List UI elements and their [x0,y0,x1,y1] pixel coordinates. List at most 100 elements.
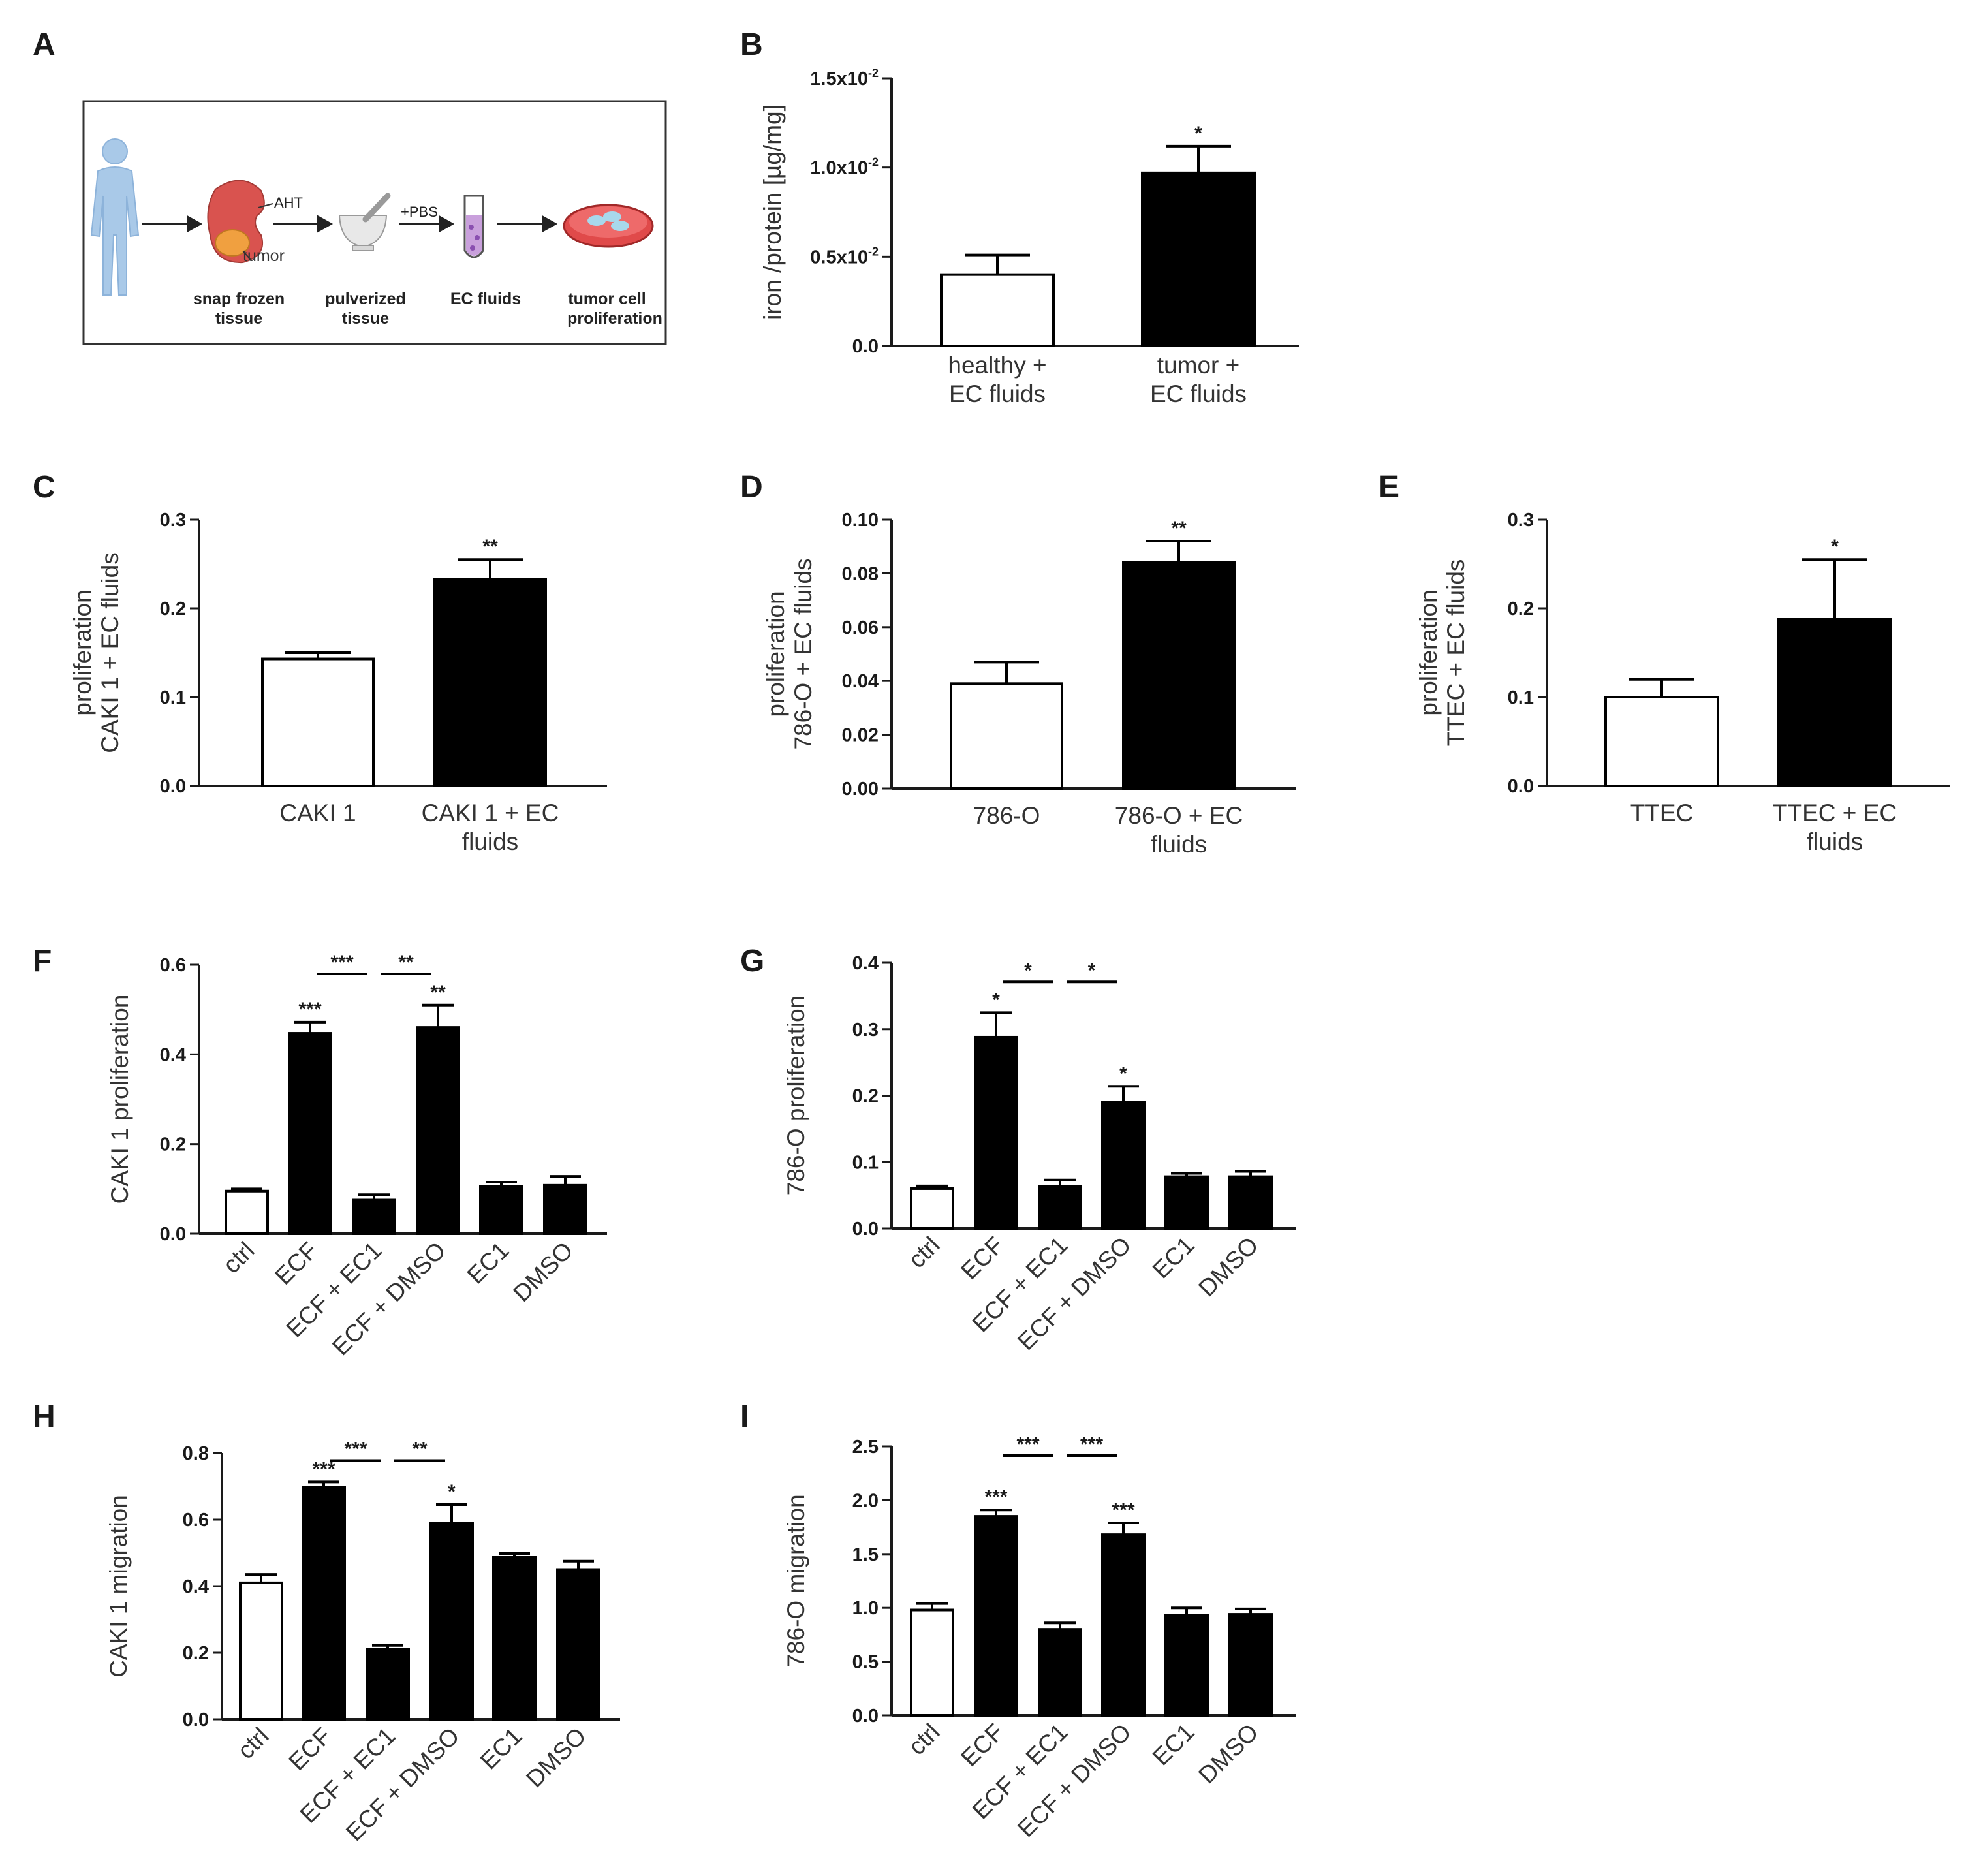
category-label-e: TTEC [1630,800,1694,826]
category-label-line: healthy + [948,352,1046,379]
chart-f: 0.0 0.2 0.4 0.6 CAKI 1 proliferation ctrl *** E… [106,952,607,1360]
y-tick-label-b: 0.0 [852,336,879,357]
y-tick-label-i: 1.5 [852,1544,879,1565]
bar-d [1122,561,1236,790]
bar-i [1164,1614,1209,1717]
y-tick-label-g: 0.2 [852,1086,879,1107]
comparison-significance-g: * [1024,960,1032,981]
category-label-line: EC fluids [949,381,1046,407]
bar-h [302,1486,346,1721]
y-tick-label-d: 0.02 [842,725,879,746]
significance-b: * [1194,123,1202,144]
y-axis-label-d: proliferation786-O + EC fluids [762,558,817,749]
bar-e [1604,696,1719,787]
bar-b [1141,171,1256,347]
bar-c [433,578,547,787]
category-label-line: fluids [1807,828,1863,855]
annot-pbs: +PBS [401,204,438,220]
category-label-e: TTEC + EC fluids [1773,800,1897,855]
category-label-i: ctrl [903,1719,945,1760]
annot-tumor: tumor [243,247,285,265]
y-tick-label-i: 0.0 [852,1706,879,1727]
y-tick-label-c: 0.2 [160,599,186,619]
category-label-line: CAKI 1 [279,800,356,826]
category-label-i: ECF + DMSO [1012,1719,1136,1843]
category-label-line: fluids [462,828,518,855]
chart-i: 0.0 0.5 1.0 1.5 2.0 2.5 786-O migration ctrl ***… [783,1433,1296,1842]
y-tick-label-b: 1.5x10-2 [810,67,879,89]
category-label-c: CAKI 1 + EC fluids [422,800,559,855]
comparison-significance-i: *** [1080,1433,1103,1455]
y-axis-label-line: proliferation [762,591,789,717]
bar-h [429,1522,474,1721]
y-axis-label-line: 786-O proliferation [783,995,809,1195]
step-label-1b: tissue [215,309,262,328]
y-axis-label-line: TTEC + EC fluids [1442,559,1469,747]
y-tick-label-h: 0.2 [183,1643,209,1664]
y-tick-exponent: -2 [868,67,879,80]
bar-g [910,1187,954,1230]
significance-e: * [1831,536,1839,557]
y-tick-label-g: 0.3 [852,1020,879,1040]
significance-f: *** [298,999,321,1020]
comparison-significance-f: *** [330,952,353,973]
y-tick-label-e: 0.0 [1508,776,1534,797]
bar-i [1101,1533,1146,1717]
bar-f [416,1026,460,1235]
y-tick-label-f: 0.2 [160,1134,186,1155]
panel-label-h: H [33,1399,55,1434]
human-figure-icon [90,138,140,296]
category-label-f: ECF [270,1237,322,1290]
category-label-h: ECF [283,1723,336,1775]
y-tick-label-c: 0.0 [160,776,186,797]
y-tick-label-h: 0.6 [183,1510,209,1531]
bar-g [1164,1175,1209,1230]
bar-b [940,273,1055,347]
y-axis-label-g: 786-O proliferation [783,995,809,1195]
y-tick-label-g: 0.4 [852,953,879,974]
y-axis-label-f: CAKI 1 proliferation [106,995,133,1204]
y-axis-label-line: CAKI 1 proliferation [106,995,133,1204]
significance-h: * [448,1481,456,1503]
panel-label-b: B [740,27,763,62]
chart-d: 0.000.020.040.060.080.10proliferation786… [762,510,1296,858]
category-label-line: EC fluids [1150,381,1247,407]
bar-f [352,1198,396,1235]
y-axis-label-h: CAKI 1 migration [105,1495,132,1678]
category-label-line: 786-O [973,802,1040,829]
y-axis-label-c: proliferationCAKI 1 + EC fluids [69,552,123,753]
y-tick-label-c: 0.1 [160,687,186,708]
y-tick-label-c: 0.3 [160,510,186,531]
step-label-4b: proliferation [567,309,662,328]
y-tick-label-d: 0.04 [842,671,879,692]
category-label-f: EC1 [462,1237,514,1289]
category-label-g: EC1 [1147,1232,1200,1284]
y-tick-label-e: 0.3 [1508,510,1534,531]
y-axis-label-line: proliferation [69,589,96,715]
y-tick-label-f: 0.0 [160,1224,186,1245]
significance-i: *** [1112,1499,1134,1521]
y-tick-label-g: 0.1 [852,1152,879,1173]
category-label-g: ECF [956,1232,1008,1285]
bar-f [225,1189,269,1236]
y-axis-label-line: CAKI 1 migration [105,1495,132,1678]
category-label-b: tumor + EC fluids [1150,352,1247,407]
y-tick-label-e: 0.2 [1508,599,1534,619]
bar-g [974,1035,1018,1230]
comparison-significance-h: *** [344,1438,367,1460]
category-label-i: ECF [956,1719,1008,1772]
y-tick-label-h: 0.4 [183,1576,209,1597]
y-tick-base: 0.5x10 [810,247,868,268]
step-label-2a: pulverized [325,290,406,308]
step-label-2b: tissue [342,309,389,328]
y-tick-label-d: 0.08 [842,563,879,584]
comparison-significance-h: ** [412,1438,428,1460]
test-tube-icon: +PBS [401,195,484,258]
category-label-h: ECF + DMSO [341,1723,465,1847]
significance-g: * [992,989,1000,1010]
category-label-g: DMSO [1193,1232,1263,1302]
workflow-arrows [142,215,558,233]
bar-h [556,1568,600,1721]
bar-g [1038,1185,1082,1230]
